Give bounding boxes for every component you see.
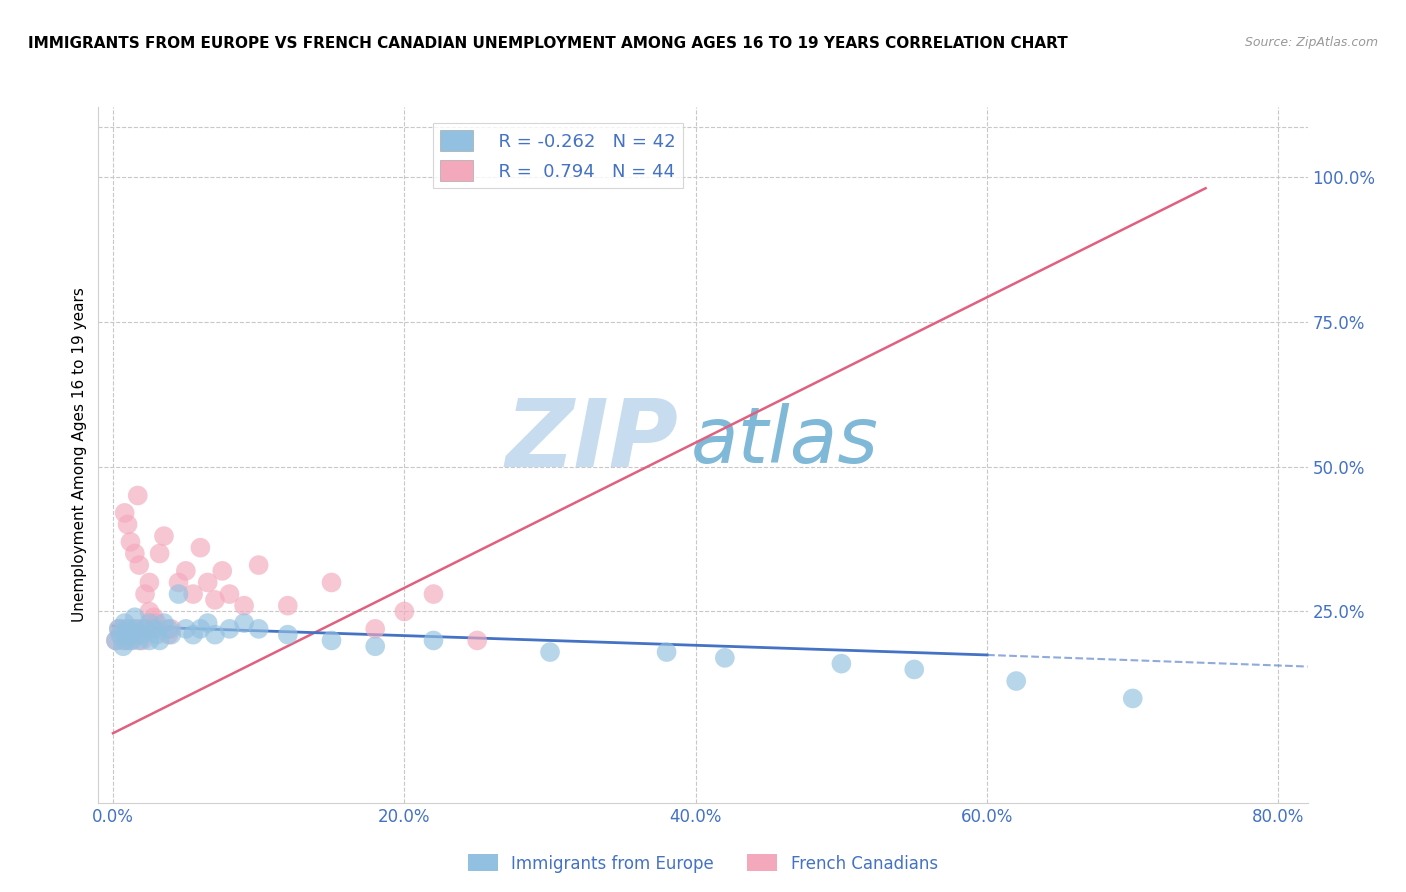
Text: IMMIGRANTS FROM EUROPE VS FRENCH CANADIAN UNEMPLOYMENT AMONG AGES 16 TO 19 YEARS: IMMIGRANTS FROM EUROPE VS FRENCH CANADIA… [28,36,1069,51]
Point [124,546,146,561]
Point [218,587,240,601]
Point [138,575,160,590]
Point [714,651,737,665]
Point [128,558,150,573]
Point [233,599,256,613]
Point [321,633,343,648]
Point [190,541,212,555]
Point [114,615,136,630]
Point [138,605,160,619]
Point [190,622,212,636]
Point [181,628,204,642]
Point [167,575,190,590]
Point [422,587,444,601]
Point [128,622,150,636]
Point [277,628,299,642]
Point [138,615,160,630]
Point [160,628,183,642]
Point [394,605,416,619]
Point [247,622,270,636]
Point [108,622,131,636]
Point [233,615,256,630]
Point [211,564,233,578]
Point [110,628,132,642]
Point [1122,691,1144,706]
Point [128,633,150,648]
Point [181,587,204,601]
Point [197,575,219,590]
Point [538,645,561,659]
Point [131,628,153,642]
Point [134,587,156,601]
Point [117,517,139,532]
Point [204,628,226,642]
Point [114,622,136,636]
Point [110,628,132,642]
Point [197,615,219,630]
Point [218,622,240,636]
Point [117,622,139,636]
Point [121,633,143,648]
Point [142,610,165,624]
Point [465,633,488,648]
Point [247,558,270,573]
Point [204,592,226,607]
Point [149,633,172,648]
Point [131,633,153,648]
Point [174,564,197,578]
Y-axis label: Unemployment Among Ages 16 to 19 years: Unemployment Among Ages 16 to 19 years [72,287,87,623]
Point [157,622,180,636]
Point [104,633,127,648]
Point [1005,674,1028,689]
Point [655,645,678,659]
Point [364,639,387,653]
Point [120,633,142,648]
Point [142,622,165,636]
Point [134,622,156,636]
Point [127,489,149,503]
Point [115,633,138,648]
Point [112,633,135,648]
Point [422,633,444,648]
Point [153,529,176,543]
Point [114,506,136,520]
Point [124,628,146,642]
Text: ZIP: ZIP [506,395,679,487]
Point [167,587,190,601]
Point [145,628,167,642]
Point [160,622,183,636]
Point [134,622,156,636]
Point [117,628,139,642]
Point [138,633,160,648]
Legend:   R = -0.262   N = 42,   R =  0.794   N = 44: R = -0.262 N = 42, R = 0.794 N = 44 [433,123,683,188]
Point [112,639,135,653]
Point [145,622,167,636]
Point [120,628,142,642]
Point [108,622,131,636]
Point [124,622,146,636]
Point [157,628,180,642]
Point [120,534,142,549]
Point [121,622,143,636]
Point [174,622,197,636]
Point [903,662,925,677]
Point [149,546,172,561]
Legend: Immigrants from Europe, French Canadians: Immigrants from Europe, French Canadians [461,847,945,880]
Point [277,599,299,613]
Point [830,657,852,671]
Text: Source: ZipAtlas.com: Source: ZipAtlas.com [1244,36,1378,49]
Point [321,575,343,590]
Point [153,615,176,630]
Text: atlas: atlas [690,403,879,479]
Point [124,610,146,624]
Point [104,633,127,648]
Point [364,622,387,636]
Point [145,615,167,630]
